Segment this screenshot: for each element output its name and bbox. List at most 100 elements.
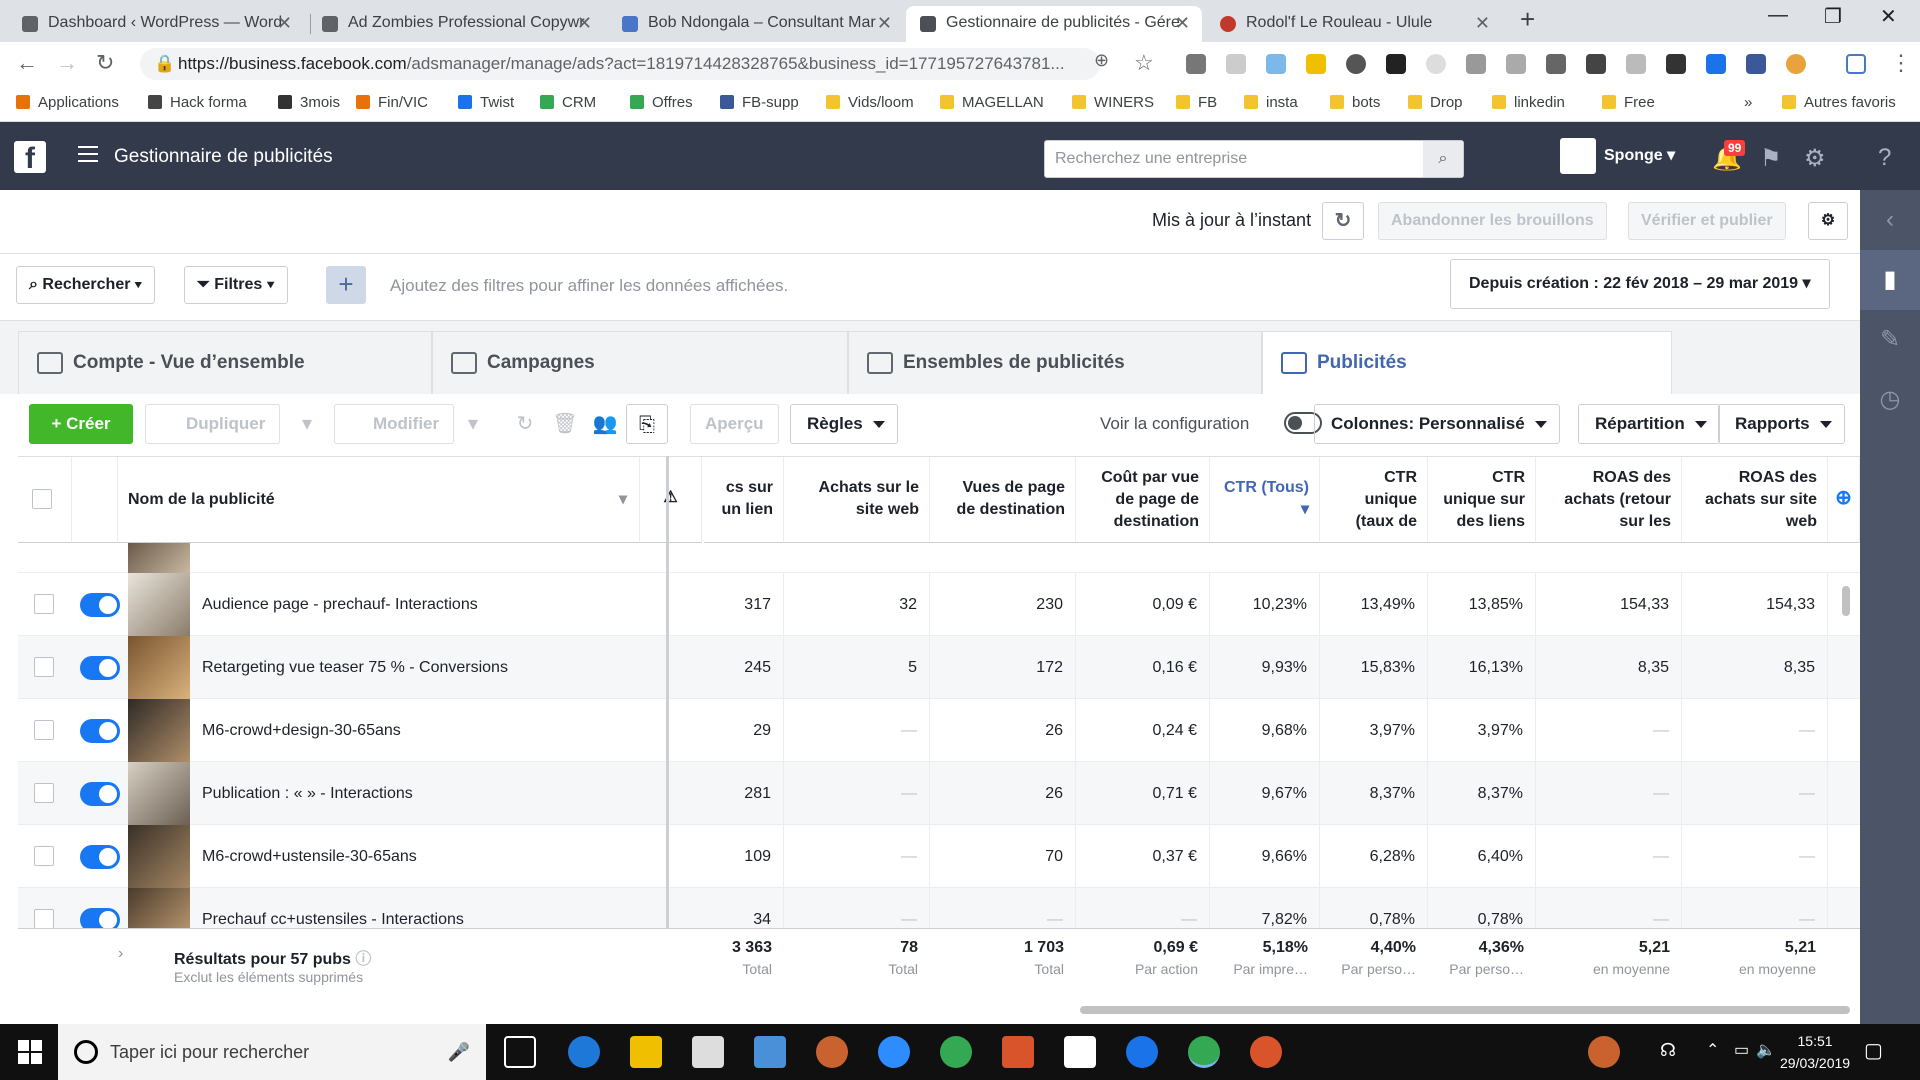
- app-icon[interactable]: [816, 1036, 848, 1068]
- microphone-icon[interactable]: 🎤: [447, 1042, 470, 1062]
- tray-app-icon[interactable]: [1588, 1036, 1620, 1068]
- ad-name[interactable]: M6-crowd+ustensile-30-65ans: [202, 848, 417, 865]
- profile-avatar[interactable]: [1846, 54, 1866, 74]
- extension-icon[interactable]: [1626, 54, 1646, 74]
- clock-icon[interactable]: ◷: [1879, 386, 1901, 413]
- close-tab-icon[interactable]: ✕: [876, 13, 892, 33]
- preview-button[interactable]: Aperçu: [690, 404, 779, 444]
- column-header-ctr-all[interactable]: CTR (Tous) ▾: [1210, 457, 1320, 543]
- close-tab-icon[interactable]: ✕: [1174, 13, 1190, 33]
- reports-dropdown[interactable]: Rapports: [1718, 404, 1845, 444]
- extension-icon[interactable]: [1706, 54, 1726, 74]
- search-icon[interactable]: ⌕: [1423, 141, 1463, 177]
- forward-icon[interactable]: →: [56, 50, 78, 75]
- task-view-icon[interactable]: [504, 1036, 536, 1068]
- hamburger-menu-icon[interactable]: [78, 146, 98, 167]
- new-tab-button[interactable]: +: [1520, 4, 1536, 34]
- test-icon[interactable]: ⎘: [626, 404, 668, 444]
- bookmark-item[interactable]: MAGELLAN: [940, 94, 1044, 111]
- bookmark-item[interactable]: Vids/loom: [826, 94, 914, 111]
- info-icon[interactable]: ⓘ: [355, 951, 372, 968]
- row-checkbox[interactable]: [34, 657, 54, 677]
- table-row[interactable]: M6-crowd+design-30-65ans 29—26 0,24 €9,68%…: [18, 699, 1860, 762]
- table-row[interactable]: Publication : « » - Interactions 281—26 0,…: [18, 762, 1860, 825]
- extension-icon[interactable]: [1666, 54, 1686, 74]
- bookmark-item[interactable]: WINERS: [1072, 94, 1154, 111]
- chevron-down-icon[interactable]: ▾: [301, 413, 313, 435]
- app-icon[interactable]: [1250, 1036, 1282, 1068]
- ad-name[interactable]: Publication : « » - Interactions: [202, 785, 413, 802]
- minimize-button[interactable]: —: [1768, 4, 1788, 26]
- bookmark-item[interactable]: insta: [1244, 94, 1298, 111]
- column-header-name[interactable]: Nom de la publicité ▾: [118, 457, 640, 543]
- table-row[interactable]: Retargeting vue teaser 75 % - Conversion…: [18, 636, 1860, 699]
- extension-icon[interactable]: [1266, 54, 1286, 74]
- filters-button[interactable]: ⏷ Filtres ▾: [184, 266, 288, 304]
- add-filter-button[interactable]: +: [326, 266, 366, 304]
- facebook-logo-icon[interactable]: f: [14, 141, 46, 175]
- store-icon[interactable]: [692, 1036, 724, 1068]
- other-bookmarks[interactable]: Autres favoris: [1782, 94, 1896, 111]
- ad-status-toggle[interactable]: [80, 845, 120, 869]
- browser-tab[interactable]: Bob Ndongala – Consultant Mar ✕: [608, 6, 904, 42]
- select-all-checkbox[interactable]: [32, 489, 52, 509]
- bar-chart-icon[interactable]: ▮: [1860, 250, 1920, 310]
- ad-name[interactable]: Audience page - prechauf- Interactions: [202, 596, 478, 613]
- maximize-button[interactable]: ❐: [1824, 6, 1842, 28]
- flag-icon[interactable]: ⚑: [1760, 145, 1782, 172]
- network-icon[interactable]: ▭: [1734, 1042, 1750, 1059]
- gear-icon[interactable]: ⚙: [1808, 202, 1848, 240]
- breakdown-dropdown[interactable]: Répartition: [1578, 404, 1720, 444]
- extension-icon[interactable]: [1786, 54, 1806, 74]
- refresh-icon[interactable]: ↻: [1322, 202, 1364, 240]
- tab-campaigns[interactable]: Campagnes: [432, 331, 848, 395]
- close-tab-icon[interactable]: ✕: [276, 13, 292, 33]
- help-icon[interactable]: ?: [1878, 144, 1892, 171]
- history-icon[interactable]: ↻: [516, 413, 534, 435]
- trash-icon[interactable]: 🗑: [552, 413, 578, 435]
- expand-chevron-icon[interactable]: ›: [118, 945, 124, 962]
- browser-menu-icon[interactable]: ⋮: [1890, 50, 1912, 75]
- tab-adsets[interactable]: Ensembles de publicités: [848, 331, 1262, 395]
- browser-tab-active[interactable]: Gestionnaire de publicités - Gére ✕: [906, 6, 1202, 42]
- browser-tab[interactable]: Rodol'f Le Rouleau - Ulule ✕: [1206, 6, 1502, 42]
- bookmark-item[interactable]: Free: [1602, 94, 1655, 111]
- people-icon[interactable]: ☊: [1660, 1040, 1676, 1060]
- system-clock[interactable]: 15:51 29/03/2019: [1780, 1030, 1850, 1074]
- columns-dropdown[interactable]: Colonnes: Personnalisé: [1314, 404, 1560, 444]
- chevron-down-icon[interactable]: ▾: [467, 413, 479, 435]
- view-config-toggle[interactable]: [1284, 412, 1322, 434]
- bookmark-item[interactable]: Hack forma: [148, 94, 247, 111]
- teamviewer-icon[interactable]: [1126, 1036, 1158, 1068]
- file-explorer-icon[interactable]: [630, 1036, 662, 1068]
- volume-icon[interactable]: 🔈: [1756, 1042, 1776, 1059]
- zoom-app-icon[interactable]: [878, 1036, 910, 1068]
- zoom-icon[interactable]: ⊕: [1094, 50, 1110, 70]
- ad-status-toggle[interactable]: [80, 782, 120, 806]
- discard-drafts-button[interactable]: Abandonner les brouillons: [1378, 202, 1607, 240]
- extension-icon[interactable]: [1226, 54, 1246, 74]
- create-button[interactable]: + Créer: [29, 404, 133, 444]
- duplicate-button[interactable]: Dupliquer: [145, 404, 281, 444]
- bookmark-item[interactable]: CRM: [540, 94, 596, 111]
- extension-icon[interactable]: [1546, 54, 1566, 74]
- row-checkbox[interactable]: [34, 720, 54, 740]
- date-range-picker[interactable]: Depuis création : 22 fév 2018 – 29 mar 2…: [1450, 259, 1830, 309]
- extension-icon[interactable]: [1506, 54, 1526, 74]
- pencil-icon[interactable]: ✎: [1879, 326, 1901, 353]
- reload-icon[interactable]: ↻: [96, 50, 115, 75]
- audience-icon[interactable]: 👥: [592, 413, 618, 435]
- ad-name[interactable]: M6-crowd+design-30-65ans: [202, 722, 401, 739]
- ad-status-toggle[interactable]: [80, 719, 120, 743]
- column-header-landing-views[interactable]: Vues de page de destination: [930, 457, 1076, 543]
- column-header-roas-purchases[interactable]: ROAS des achats (retour sur les: [1536, 457, 1682, 543]
- ad-name[interactable]: Prechauf cc+ustensiles - Interactions: [202, 911, 464, 928]
- browser-tab[interactable]: Ad Zombies Professional Copywr ✕: [308, 6, 604, 42]
- column-header-cost-landing[interactable]: Coût par vue de page de destination: [1076, 457, 1210, 543]
- ad-status-toggle[interactable]: [80, 656, 120, 680]
- row-checkbox[interactable]: [34, 783, 54, 803]
- table-row[interactable]: Audience page - prechauf- Interactions 31…: [18, 573, 1860, 636]
- column-header-ctr-unique-links[interactable]: CTR unique sur des liens: [1428, 457, 1536, 543]
- chrome-icon[interactable]: [940, 1036, 972, 1068]
- extension-icon[interactable]: [1186, 54, 1206, 74]
